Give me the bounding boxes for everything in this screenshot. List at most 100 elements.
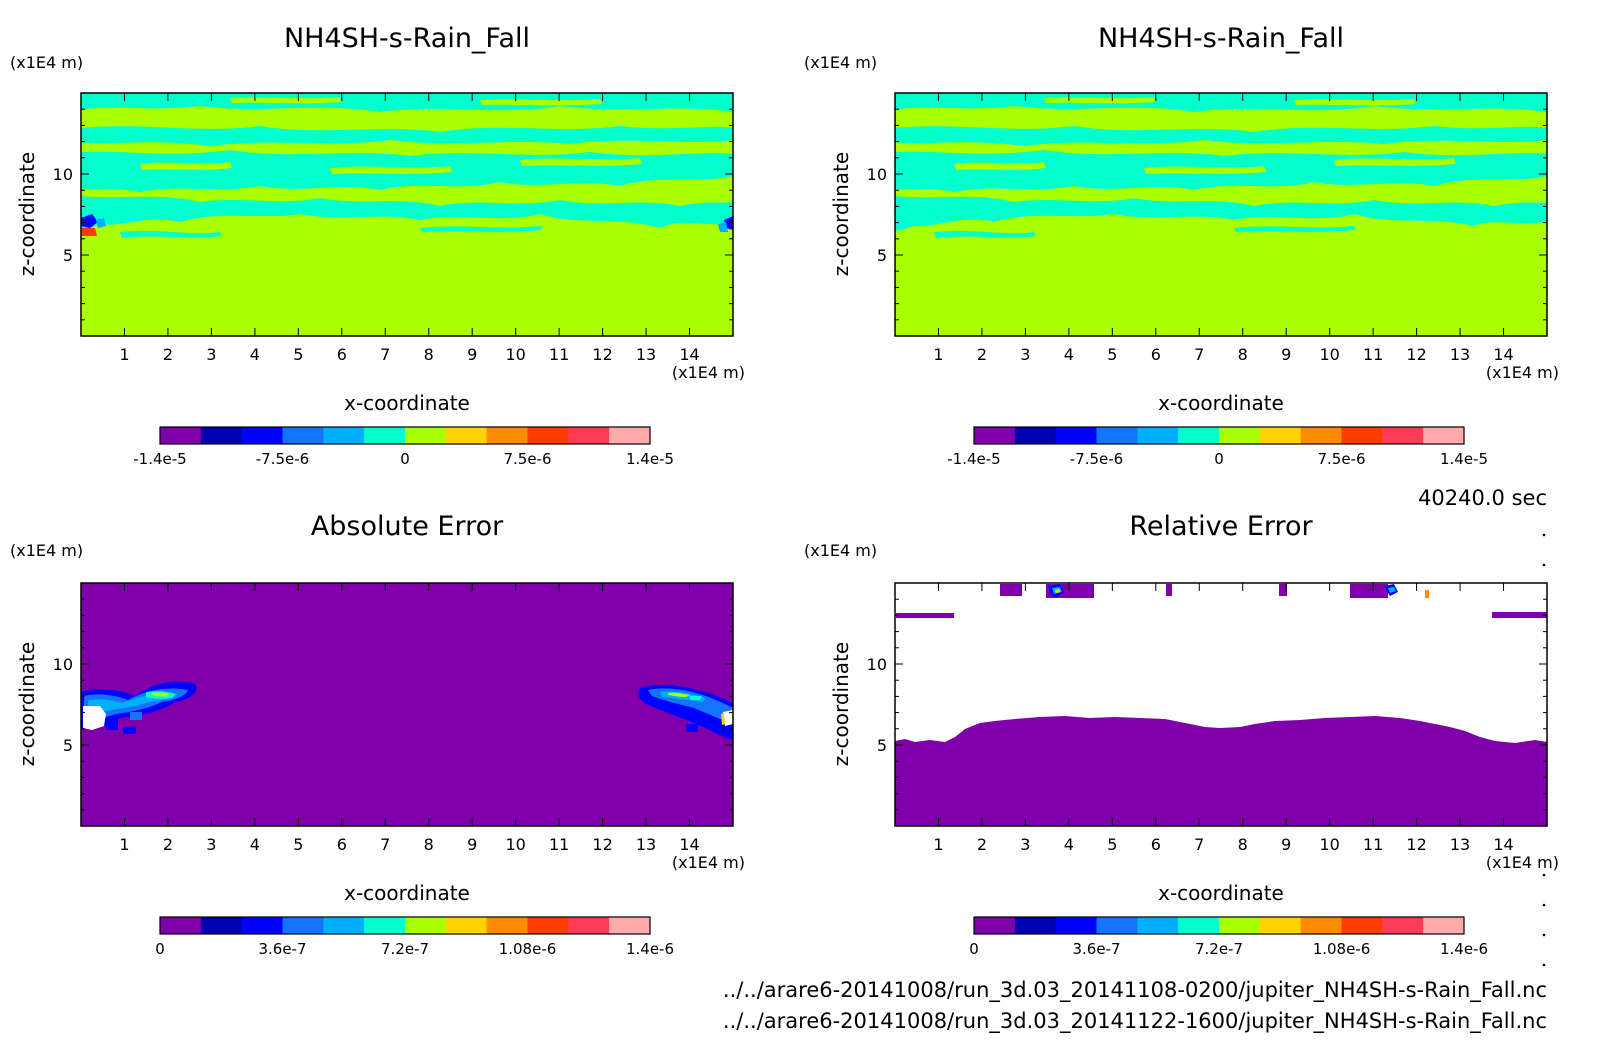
colorbar-swatch	[1219, 917, 1261, 934]
panel-3: Relative Error (x1E4 m) (x1E4 m) x-coord…	[804, 511, 1559, 958]
y-axis-label-2: z-coordinate	[15, 642, 39, 766]
x-tick-label: 9	[467, 835, 477, 854]
colorbar-label: -1.4e-5	[133, 450, 186, 468]
x-tick-label: 12	[1406, 345, 1426, 364]
x-tick-label: 14	[1493, 835, 1513, 854]
panel-title-0: NH4SH-s-Rain_Fall	[284, 23, 530, 54]
colorbar-swatch	[241, 917, 283, 934]
colorbar-swatch	[241, 427, 283, 444]
colorbar-swatch	[200, 427, 243, 444]
colorbar-swatch	[1423, 917, 1465, 934]
x-tick-label: 6	[1151, 345, 1161, 364]
colorbar-swatch	[323, 917, 365, 934]
colorbar-swatch	[486, 917, 528, 934]
x-tick-label: 4	[250, 835, 260, 854]
colorbar-label: 7.5e-6	[503, 450, 551, 468]
colorbar-swatch	[1137, 917, 1179, 934]
x-tick-label: 3	[1020, 345, 1030, 364]
y-tick-labels-0: 5 10	[53, 165, 73, 265]
colorbar-label: 3.6e-7	[258, 940, 306, 958]
x-tick-labels-3: 1 2 3 4 5 6 7 8 9 10 11 12 13 14	[933, 835, 1513, 854]
colorbar-2	[159, 916, 651, 935]
x-tick-label: 14	[679, 345, 699, 364]
plot-border	[894, 92, 1548, 337]
colorbar-label: 1.4e-6	[1440, 940, 1488, 958]
colorbar-swatch	[160, 427, 202, 444]
colorbar-label: -7.5e-6	[1070, 450, 1123, 468]
x-tick-label: 12	[592, 345, 612, 364]
x-tick-label: 11	[1363, 835, 1383, 854]
x-tick-label: 10	[1319, 835, 1339, 854]
x-tick-label: 3	[206, 835, 216, 854]
panel-title-1: NH4SH-s-Rain_Fall	[1098, 23, 1344, 54]
y-tick-label: 5	[877, 736, 887, 755]
x-tick-label: 12	[592, 835, 612, 854]
y-tick-labels-3: 5 10	[867, 655, 887, 755]
x-tick-label: 14	[1493, 345, 1513, 364]
y-tick-labels-2: 5 10	[53, 655, 73, 755]
x-tick-label: 7	[380, 835, 390, 854]
x-tick-label: 6	[337, 835, 347, 854]
colorbar-swatch	[527, 917, 569, 934]
colorbar-1	[973, 426, 1465, 445]
x-tick-label: 6	[337, 345, 347, 364]
colorbar-swatch	[1259, 917, 1302, 934]
colorbar-swatch	[1382, 427, 1424, 444]
colorbar-label: 0	[969, 940, 979, 958]
colorbar-labels-2: 0 3.6e-7 7.2e-7 1.08e-6 1.4e-6	[155, 940, 674, 958]
colorbar-swatch	[609, 427, 651, 444]
colorbar-labels-1: -1.4e-5 -7.5e-6 0 7.5e-6 1.4e-5	[947, 450, 1488, 468]
x-tick-labels-2: 1 2 3 4 5 6 7 8 9 10 11 12 13 14	[119, 835, 699, 854]
colorbar-swatch	[1014, 917, 1057, 934]
panel-1: NH4SH-s-Rain_Fall (x1E4 m) (x1E4 m) x-co…	[804, 23, 1559, 468]
x-tick-label: 2	[163, 835, 173, 854]
plot-frame-3	[894, 582, 1548, 827]
x-tick-label: 5	[1107, 835, 1117, 854]
colorbar-swatch	[282, 427, 324, 444]
colorbar-swatch	[568, 427, 610, 444]
plot-border	[80, 582, 734, 827]
colorbar-swatch	[445, 427, 488, 444]
y-axis-label-3: z-coordinate	[829, 642, 853, 766]
colorbar-label: -7.5e-6	[256, 450, 309, 468]
heatmap-field-1	[895, 93, 1547, 336]
panel-title-3: Relative Error	[1129, 511, 1313, 542]
colorbar-swatch	[1055, 427, 1097, 444]
x-tick-label: 4	[1064, 835, 1074, 854]
panel-0: NH4SH-s-Rain_Fall (x1E4 m) (x1E4 m) x-co…	[10, 23, 745, 468]
colorbar-label: 0	[400, 450, 410, 468]
plot-border	[894, 582, 1548, 827]
x-axis-label-2: x-coordinate	[344, 881, 470, 905]
x-tick-label: 13	[1450, 345, 1470, 364]
colorbar-label: 1.08e-6	[499, 940, 557, 958]
colorbar-border	[159, 916, 651, 935]
y-tick-label: 10	[867, 165, 887, 184]
x-tick-label: 5	[293, 835, 303, 854]
heatmap-field-0	[81, 93, 733, 336]
colorbar-swatch	[1219, 427, 1261, 444]
colorbar-swatch	[1300, 917, 1342, 934]
x-tick-label: 5	[1107, 345, 1117, 364]
colorbar-label: -1.4e-5	[947, 450, 1000, 468]
y-tick-label: 10	[53, 165, 73, 184]
x-axis-label-0: x-coordinate	[344, 391, 470, 415]
panel-2: Absolute Error (x1E4 m) (x1E4 m) x-coord…	[10, 511, 745, 958]
colorbar-swatch	[1137, 427, 1179, 444]
colorbar-border	[159, 426, 651, 445]
heatmap-field-2	[81, 583, 733, 826]
x-unit-2: (x1E4 m)	[672, 853, 745, 872]
x-tick-label: 2	[977, 835, 987, 854]
x-tick-label: 10	[505, 835, 525, 854]
x-tick-label: 1	[119, 835, 129, 854]
x-tick-label: 11	[1363, 345, 1383, 364]
x-tick-label: 7	[380, 345, 390, 364]
colorbar-border	[973, 916, 1465, 935]
colorbar-3	[973, 916, 1465, 935]
x-tick-label: 12	[1406, 835, 1426, 854]
colorbar-swatch	[1014, 427, 1057, 444]
y-unit-2: (x1E4 m)	[10, 541, 83, 560]
x-tick-label: 9	[1281, 345, 1291, 364]
y-tick-label: 5	[63, 246, 73, 265]
panel-title-2: Absolute Error	[311, 511, 504, 542]
